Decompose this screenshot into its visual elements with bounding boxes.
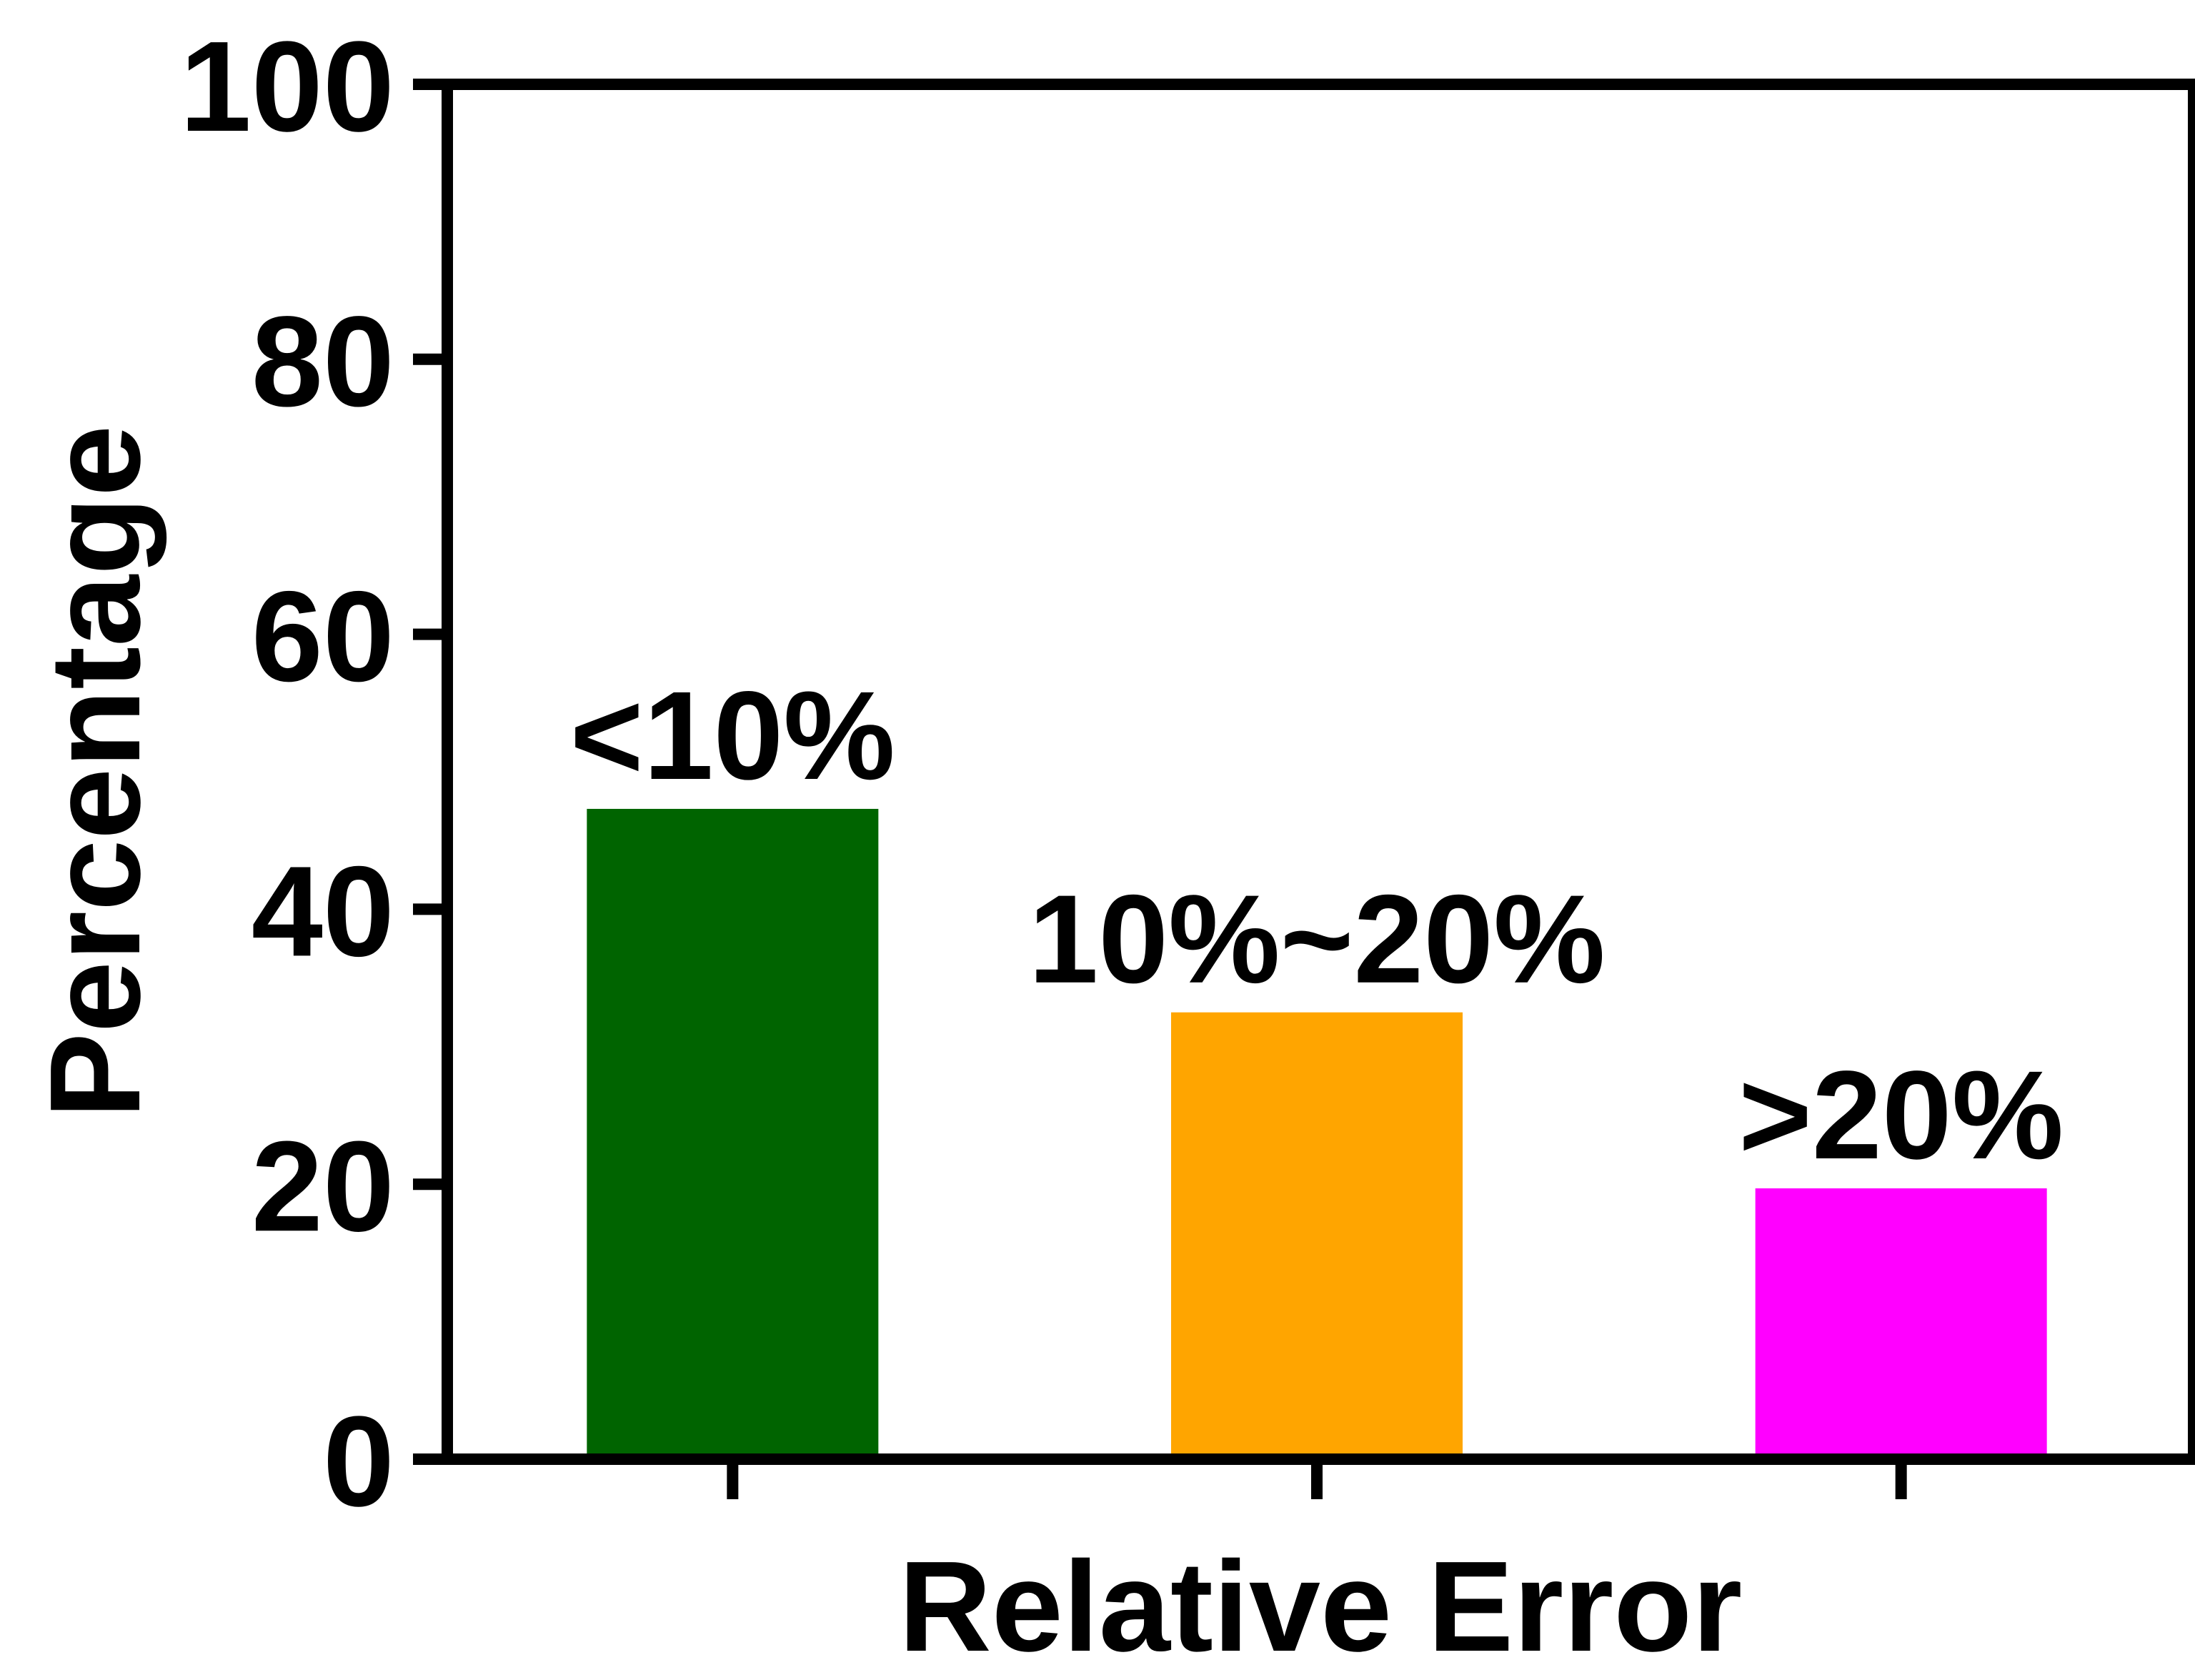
y-tick-label: 100 xyxy=(180,15,394,159)
y-tick-label: 20 xyxy=(252,1115,394,1258)
bar xyxy=(1171,1012,1463,1459)
y-tick-label: 0 xyxy=(323,1390,394,1534)
y-axis-label: Percentage xyxy=(24,425,167,1119)
y-axis: 0 20 40 60 80 100 xyxy=(180,15,447,1534)
y-tick-label: 80 xyxy=(252,290,394,434)
y-tick-label: 60 xyxy=(252,565,394,709)
bar xyxy=(587,808,879,1459)
bars-group xyxy=(587,808,2047,1459)
y-tick-label: 40 xyxy=(252,840,394,983)
bar-labels-group: <10% 10%~20% >20% xyxy=(570,666,2064,1186)
bar-label: <10% xyxy=(570,666,895,806)
bar xyxy=(1755,1188,2047,1459)
bar-label: >20% xyxy=(1738,1045,2064,1186)
x-axis xyxy=(727,1459,1907,1499)
bar-label: 10%~20% xyxy=(1028,870,1605,1010)
x-axis-label: Relative Error xyxy=(899,1535,1743,1679)
